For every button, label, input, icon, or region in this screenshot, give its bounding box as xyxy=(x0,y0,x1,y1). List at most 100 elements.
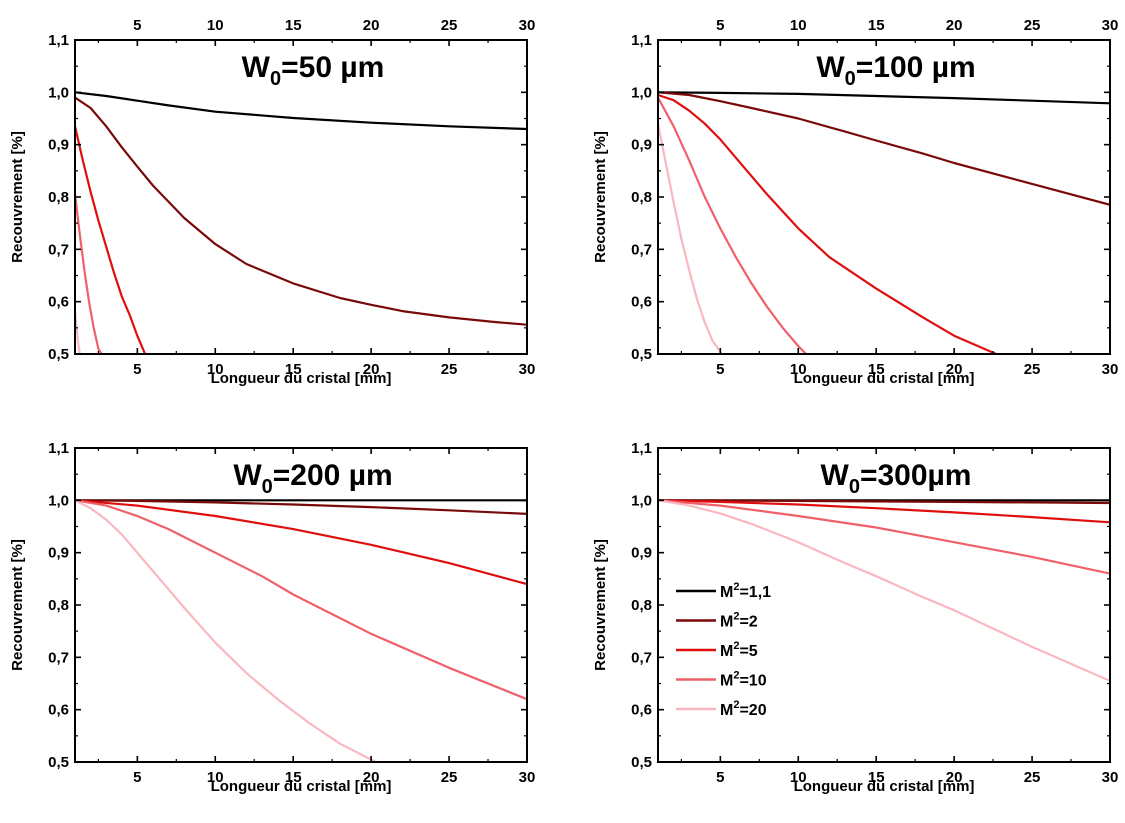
y-axis-title: Recouvrement [%] xyxy=(9,131,26,263)
legend-label-base: M xyxy=(720,673,733,690)
y-tick-label: 0,7 xyxy=(48,241,69,258)
y-tick-label: 0,9 xyxy=(631,137,652,154)
panel-title-rest: =100 µm xyxy=(856,51,976,84)
y-tick-label: 0,7 xyxy=(631,241,652,258)
x-tick-label-top: 15 xyxy=(285,17,302,34)
legend-label-sup: 2 xyxy=(733,611,739,623)
x-tick-label: 10 xyxy=(790,361,807,378)
panel-title-base: W xyxy=(233,459,262,492)
x-tick-label-top: 5 xyxy=(133,17,141,34)
y-tick-label: 1,0 xyxy=(631,492,652,509)
y-tick-label: 0,9 xyxy=(631,545,652,562)
x-axis-title: Longueur du cristal [mm] xyxy=(794,778,975,795)
series-group xyxy=(658,499,1110,683)
y-tick-label: 1,1 xyxy=(631,440,652,457)
y-axis-title: Recouvrement [%] xyxy=(9,539,26,671)
x-tick-label: 15 xyxy=(868,361,885,378)
y-tick-label: 0,6 xyxy=(631,294,652,311)
legend-label: M2=20 xyxy=(720,699,767,719)
plot-frame xyxy=(74,39,528,355)
legend-label-rest: =5 xyxy=(739,643,757,660)
series-line-2 xyxy=(658,91,1110,206)
legend-label-sup: 2 xyxy=(733,640,739,652)
panel-title: W0=50 µm xyxy=(242,51,385,90)
panel-title: W0=200 µm xyxy=(233,459,392,498)
x-tick-label: 20 xyxy=(946,361,963,378)
x-tick-label: 15 xyxy=(285,361,302,378)
x-tick-label: 20 xyxy=(363,769,380,786)
y-tick-label: 1,1 xyxy=(631,32,652,49)
x-tick-label-top: 5 xyxy=(716,17,724,34)
series-line-3 xyxy=(658,499,1110,524)
series-line-2 xyxy=(75,499,527,516)
y-tick-label: 0,5 xyxy=(631,346,652,363)
series-line-4 xyxy=(75,499,527,701)
x-tick-label-top: 10 xyxy=(207,17,224,34)
legend-label-sup: 2 xyxy=(733,670,739,682)
x-tick-label: 25 xyxy=(441,769,458,786)
x-tick-label-top: 20 xyxy=(946,17,963,34)
x-tick-label: 25 xyxy=(1024,361,1041,378)
panel-title-rest: =50 µm xyxy=(281,51,384,84)
series-line-3 xyxy=(75,125,147,354)
legend-label: M2=2 xyxy=(720,611,758,631)
x-tick-label: 10 xyxy=(207,769,224,786)
series-line-3 xyxy=(658,93,998,354)
series-line-2 xyxy=(658,499,1110,505)
legend-label-rest: =20 xyxy=(739,702,766,719)
panel-title-subscript: 0 xyxy=(262,476,273,498)
series-line-5 xyxy=(75,499,377,762)
series-line-3 xyxy=(75,499,527,586)
y-tick-label: 0,5 xyxy=(48,346,69,363)
x-tick-label-top: 25 xyxy=(441,17,458,34)
legend-label: M2=5 xyxy=(720,640,758,660)
panel-title-base: W xyxy=(821,459,850,492)
y-tick-label: 0,6 xyxy=(48,294,69,311)
x-tick-label: 10 xyxy=(207,361,224,378)
series-line-4 xyxy=(658,96,808,354)
x-tick-label: 5 xyxy=(716,361,724,378)
legend-label-base: M xyxy=(720,643,733,660)
x-tick-label: 30 xyxy=(1102,769,1119,786)
legend-label-rest: =10 xyxy=(739,673,766,690)
x-tick-label: 25 xyxy=(1024,769,1041,786)
series-line-1 xyxy=(75,91,527,131)
x-tick-label: 25 xyxy=(441,361,458,378)
legend-label-sup: 2 xyxy=(733,699,739,711)
series-line-4 xyxy=(658,499,1110,575)
x-tick-label: 15 xyxy=(868,769,885,786)
y-tick-label: 1,0 xyxy=(48,84,69,101)
series-line-5 xyxy=(658,499,1110,683)
series-line-5 xyxy=(658,122,724,354)
y-axis-title: Recouvrement [%] xyxy=(592,539,609,671)
x-tick-label-top: 30 xyxy=(519,17,536,34)
series-group xyxy=(75,499,527,762)
y-tick-label: 0,8 xyxy=(48,597,69,614)
x-tick-label-top: 20 xyxy=(363,17,380,34)
y-tick-label: 0,9 xyxy=(48,137,69,154)
panel-title-base: W xyxy=(242,51,271,84)
legend-label-base: M xyxy=(720,702,733,719)
y-tick-label: 0,8 xyxy=(48,189,69,206)
panel-title-subscript: 0 xyxy=(270,68,281,90)
y-tick-label: 1,0 xyxy=(631,84,652,101)
legend-label-base: M xyxy=(720,614,733,631)
legend-label: M2=10 xyxy=(720,670,767,690)
chart-panel-3: 5 10 15 20 25 30 0,5 0,6 0,7 0,8 0,9 1,0 1,1 Longueur… xyxy=(9,440,535,795)
series-line-1 xyxy=(658,91,1110,105)
y-tick-label: 0,6 xyxy=(631,702,652,719)
legend-label-rest: =2 xyxy=(739,614,757,631)
chart-panel-4: 5 10 15 20 25 300,50,60,70,80,91,01,1Longueur… xyxy=(592,440,1118,795)
legend-label-rest: =1,1 xyxy=(739,584,771,601)
panel-title-subscript: 0 xyxy=(849,476,860,498)
series-group xyxy=(658,91,1110,354)
series-group xyxy=(75,91,527,354)
x-tick-label: 15 xyxy=(285,769,302,786)
y-tick-label: 0,8 xyxy=(631,597,652,614)
series-line-4 xyxy=(75,193,103,354)
panel-title-base: W xyxy=(816,51,845,84)
y-tick-label: 1,1 xyxy=(48,32,69,49)
x-tick-label-top: 25 xyxy=(1024,17,1041,34)
x-tick-label: 20 xyxy=(363,361,380,378)
x-tick-label-top: 15 xyxy=(868,17,885,34)
